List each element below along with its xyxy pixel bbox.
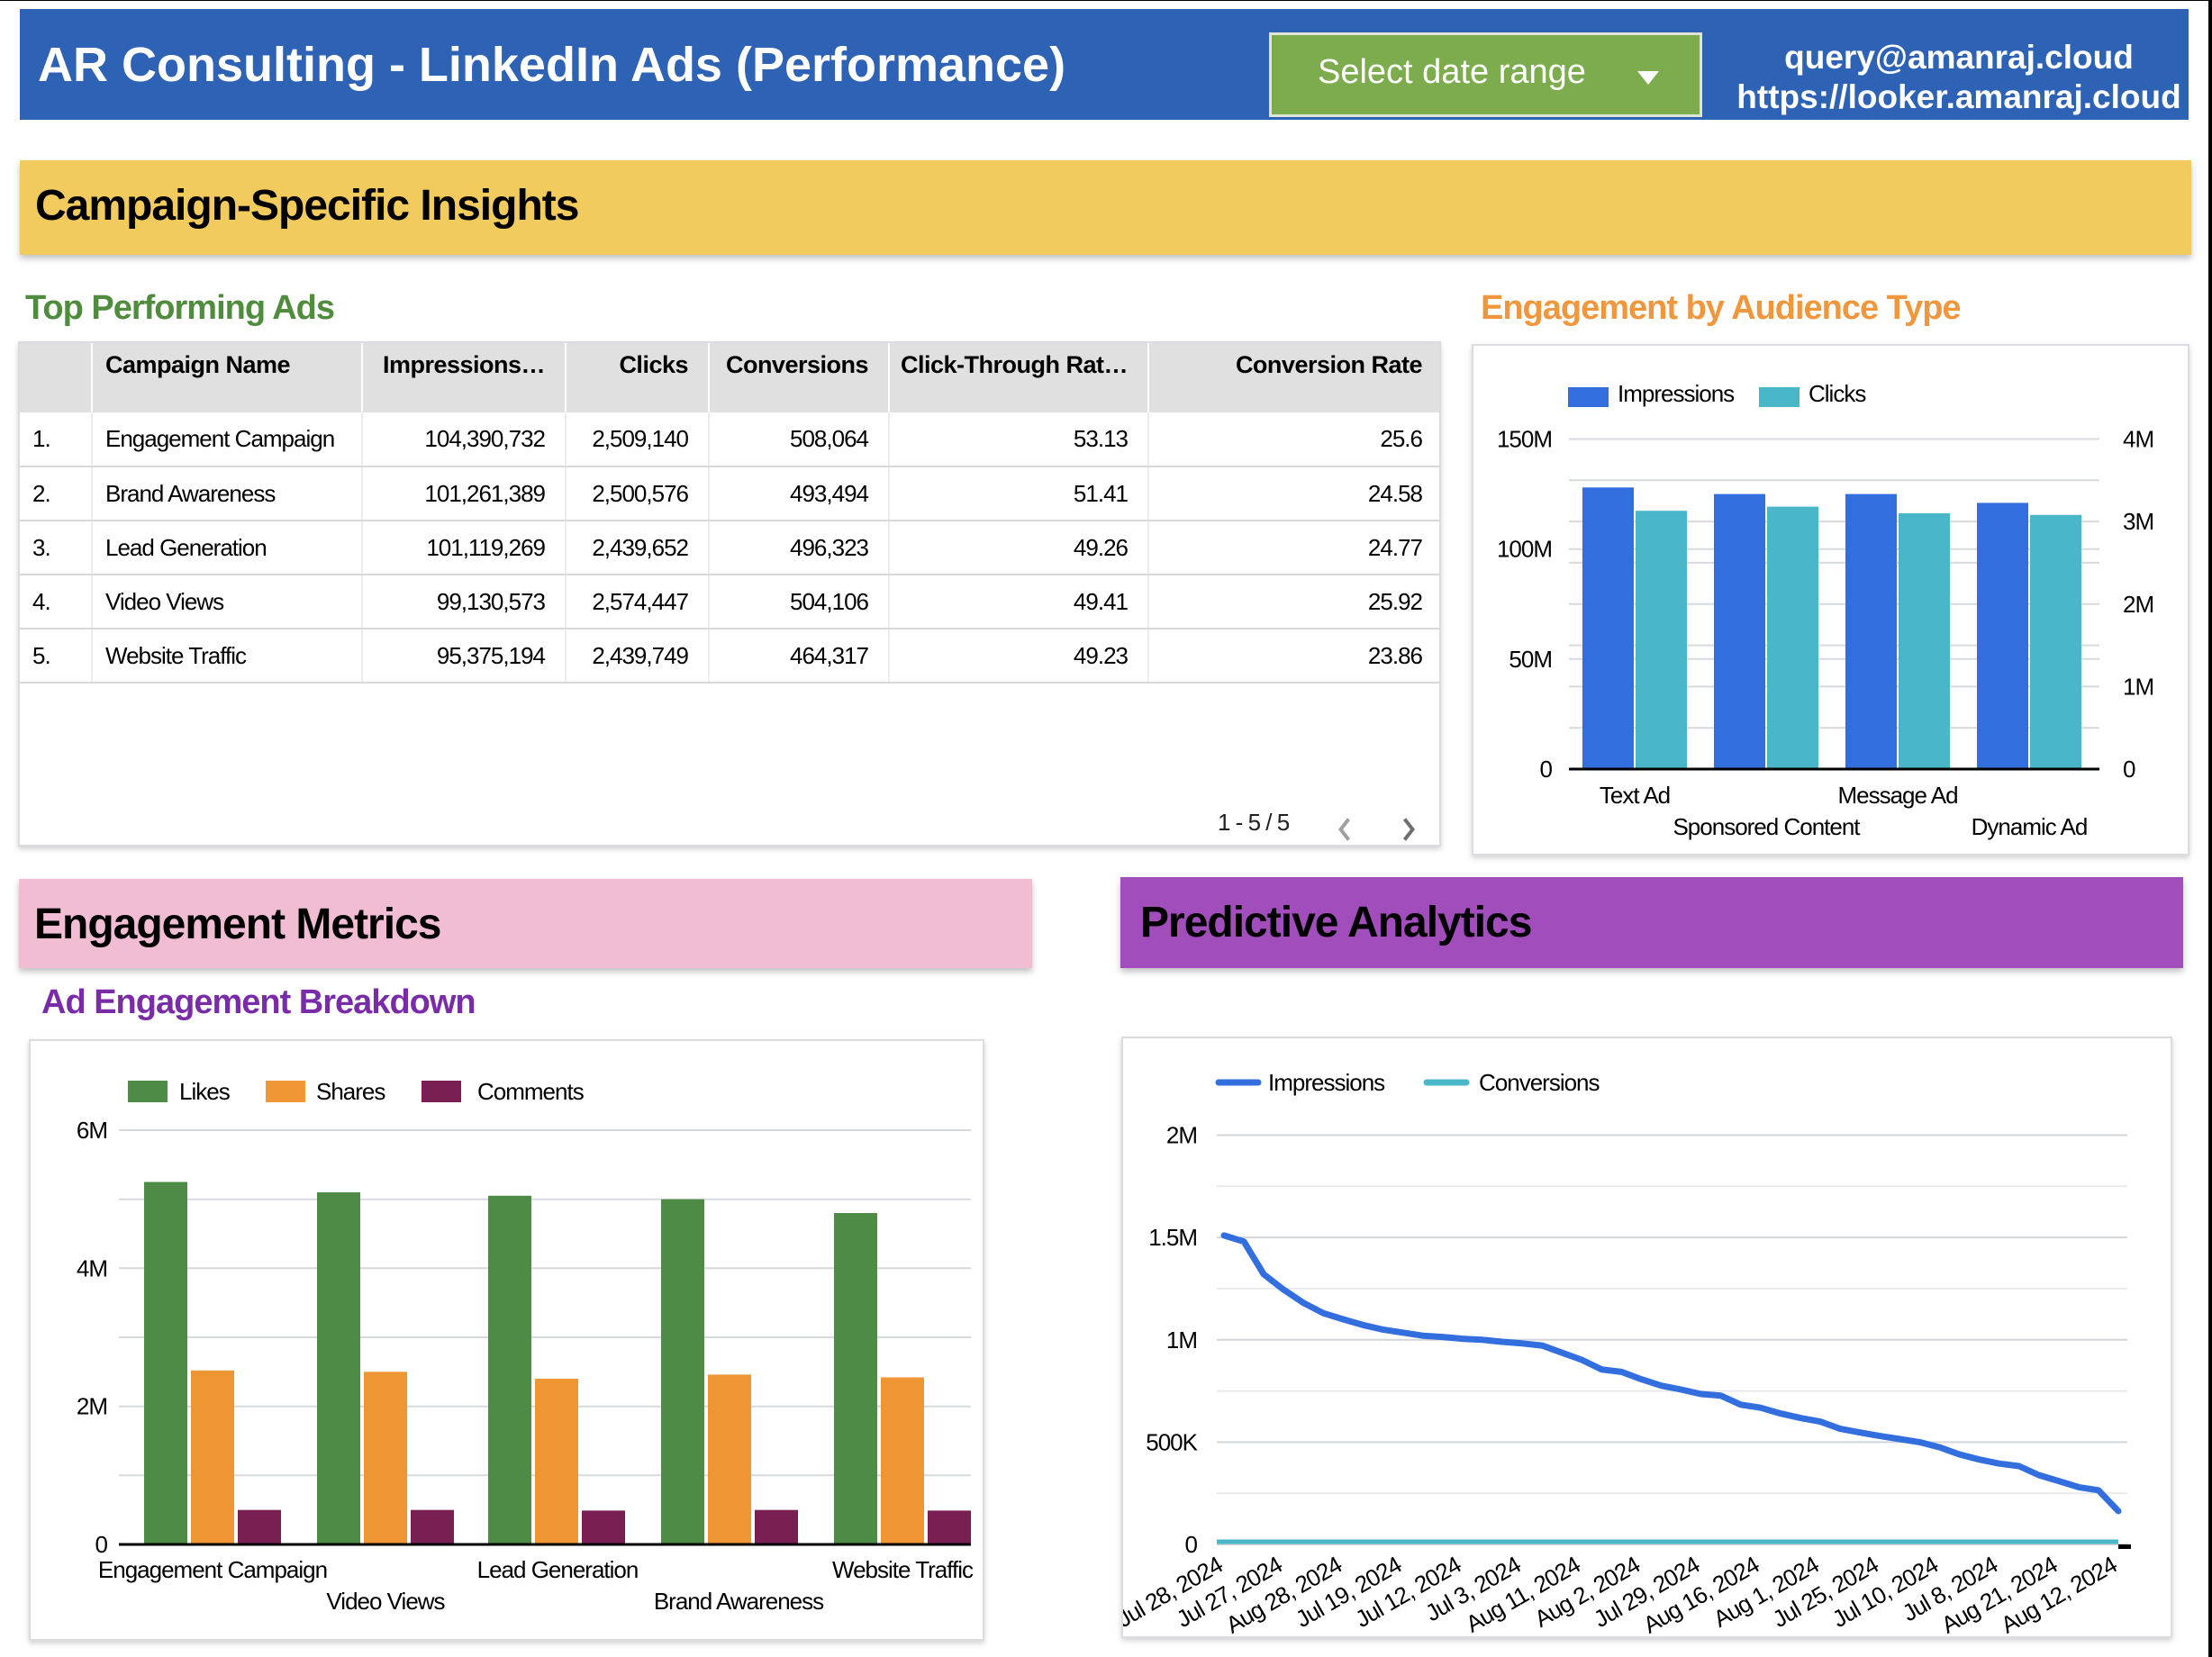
svg-text:Comments: Comments xyxy=(477,1078,585,1105)
svg-text:Likes: Likes xyxy=(179,1078,231,1105)
svg-text:1M: 1M xyxy=(2123,673,2153,700)
svg-text:4M: 4M xyxy=(77,1254,107,1281)
svg-text:Video Views: Video Views xyxy=(326,1588,445,1615)
svg-text:Impressions: Impressions xyxy=(1618,380,1735,407)
svg-text:Lead Generation: Lead Generation xyxy=(477,1556,639,1583)
svg-text:1.5M: 1.5M xyxy=(1148,1224,1197,1251)
svg-text:0: 0 xyxy=(1540,756,1553,783)
svg-text:50M: 50M xyxy=(1509,646,1552,673)
svg-text:0: 0 xyxy=(2123,756,2135,783)
svg-text:Brand Awareness: Brand Awareness xyxy=(654,1588,824,1615)
svg-text:500K: 500K xyxy=(1146,1428,1198,1455)
svg-text:2M: 2M xyxy=(1166,1122,1197,1149)
svg-text:Clicks: Clicks xyxy=(1809,380,1866,407)
svg-text:Text Ad: Text Ad xyxy=(1600,782,1670,809)
svg-text:150M: 150M xyxy=(1497,426,1552,453)
svg-text:100M: 100M xyxy=(1497,536,1552,563)
svg-text:Engagement Campaign: Engagement Campaign xyxy=(98,1556,327,1583)
svg-text:6M: 6M xyxy=(77,1117,107,1144)
svg-text:Shares: Shares xyxy=(316,1078,385,1105)
svg-text:Impressions: Impressions xyxy=(1268,1069,1385,1096)
svg-text:Dynamic Ad: Dynamic Ad xyxy=(1972,813,2088,840)
svg-text:Conversions: Conversions xyxy=(1479,1069,1600,1096)
svg-text:Website Traffic: Website Traffic xyxy=(832,1556,974,1583)
svg-text:0: 0 xyxy=(1185,1531,1198,1558)
svg-text:1M: 1M xyxy=(1166,1327,1197,1354)
svg-text:Message Ad: Message Ad xyxy=(1837,782,1957,809)
svg-text:0: 0 xyxy=(95,1531,108,1558)
svg-text:2M: 2M xyxy=(77,1393,107,1420)
svg-text:3M: 3M xyxy=(2123,508,2153,535)
svg-text:Sponsored Content: Sponsored Content xyxy=(1673,813,1861,840)
svg-text:2M: 2M xyxy=(2123,591,2153,618)
svg-text:4M: 4M xyxy=(2123,426,2153,453)
